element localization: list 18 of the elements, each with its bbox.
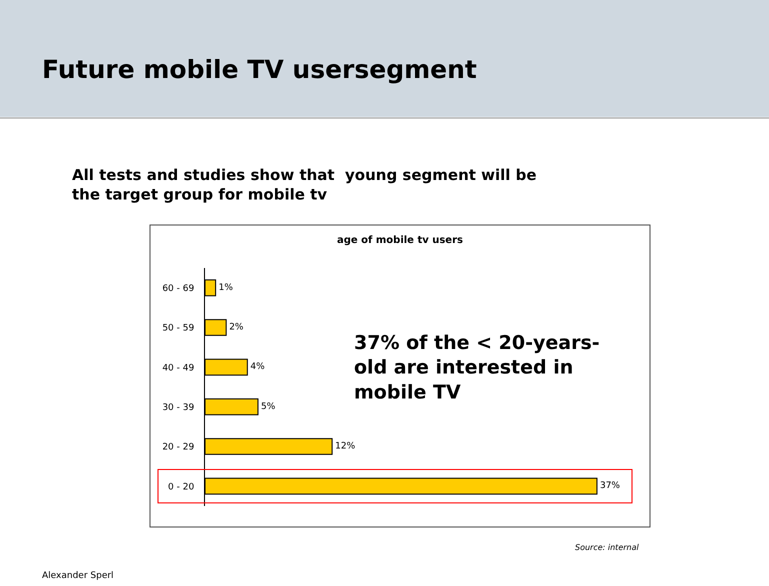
text: Alexander Sperl <box>42 571 114 581</box>
data-label: 4% <box>250 362 266 372</box>
annotation: 37% of the < 20-years-old are interested in mobile TV <box>354 332 600 404</box>
data-label: 5% <box>260 402 276 412</box>
y-tick-label: 0 - 20 <box>168 482 194 492</box>
data-label: 2% <box>229 322 244 332</box>
data-label: 37% <box>600 481 620 492</box>
y-tick-label: 60 - 69 <box>162 284 194 294</box>
text: age of mobile tv users <box>337 235 464 246</box>
data-label: 12% <box>335 442 356 452</box>
y-tick-label: 40 - 49 <box>162 363 194 374</box>
chart-subtitle: All tests and studies show that young segment will be the target group for mobile tv <box>72 166 537 204</box>
y-tick-label: 20 - 29 <box>162 442 194 453</box>
chart-title: Future mobile TV usersegment <box>42 55 477 84</box>
data-label: 1% <box>218 282 234 293</box>
source-note: Source: internal <box>575 543 640 552</box>
y-tick-label: 30 - 39 <box>162 402 194 413</box>
y-tick-label: 50 - 59 <box>162 324 194 334</box>
